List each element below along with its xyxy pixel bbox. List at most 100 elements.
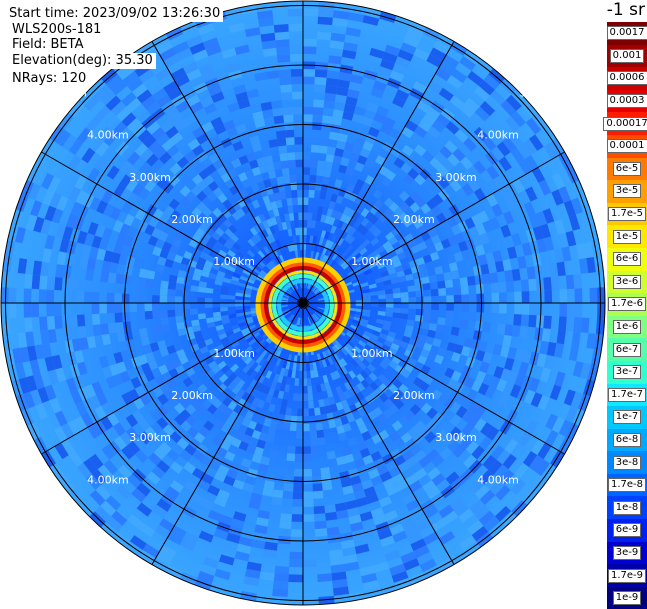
speckle-cell [454, 295, 462, 303]
range-label: 5.00km [45, 87, 87, 100]
instrument-text: WLS200s-181 [9, 22, 104, 38]
speckle-cell [317, 573, 332, 582]
speckle-cell [288, 160, 296, 168]
speckle-cell [303, 152, 311, 160]
speckle-cell [299, 363, 303, 371]
speckle-cell [424, 303, 432, 310]
speckle-cell [312, 115, 322, 123]
speckle-cell [303, 122, 312, 130]
speckle-cell [279, 153, 288, 161]
speckle-cell [303, 182, 309, 190]
speckle-cell [315, 528, 328, 536]
speckle-cell [322, 115, 333, 124]
speckle-cell [32, 275, 41, 290]
speckle-cell [416, 303, 424, 309]
speckle-cell [274, 573, 289, 582]
speckle-cell [272, 108, 283, 117]
speckle-cell [401, 308, 409, 314]
speckle-cell [529, 303, 537, 315]
colorbar-cell: 0.00017 [607, 112, 647, 135]
speckle-cell [317, 32, 332, 41]
speckle-cell [114, 303, 122, 313]
speckle-cell [54, 303, 62, 316]
speckle-cell [266, 70, 279, 79]
speckle-cell [519, 326, 528, 339]
speckle-cell [378, 303, 386, 307]
speckle-cell [47, 276, 56, 290]
colorbar-cell: 6e-5 [607, 158, 647, 181]
speckle-cell [287, 446, 295, 454]
speckle-cell [92, 303, 100, 314]
speckle-cell [291, 190, 297, 198]
speckle-cell [445, 318, 453, 327]
colorbar-cell: 3e-6 [607, 271, 647, 294]
speckle-cell [175, 303, 183, 310]
speckle-cell [275, 32, 290, 41]
speckle-cell [160, 317, 168, 325]
speckle-cell [544, 290, 552, 303]
speckle-cell [122, 294, 130, 303]
speckle-cell [303, 212, 308, 220]
speckle-cell [273, 115, 284, 124]
speckle-cell [386, 298, 394, 303]
speckle-cell [92, 314, 100, 325]
speckle-cell [279, 69, 292, 77]
speckle-cell [292, 514, 303, 522]
speckle-cell [321, 123, 331, 132]
speckle-cell [292, 507, 303, 515]
speckle-cell [476, 294, 484, 303]
speckle-cell [228, 303, 236, 307]
speckle-cell [313, 491, 324, 499]
speckle-cell [422, 316, 430, 323]
speckle-cell [316, 168, 324, 176]
speckle-cell [303, 167, 310, 175]
speckle-cell [303, 46, 316, 54]
speckle-cell [294, 213, 299, 221]
speckle-cell [115, 322, 124, 333]
speckle-cell [145, 278, 154, 287]
speckle-cell [303, 371, 307, 379]
speckle-cell [46, 290, 54, 303]
speckle-cell [139, 268, 148, 278]
speckle-cell [290, 54, 303, 62]
speckle-cell [461, 286, 469, 295]
speckle-cell [307, 378, 312, 386]
speckle-cell [512, 269, 521, 281]
speckle-cell [275, 39, 289, 48]
speckle-cell [197, 297, 205, 303]
speckle-cell [276, 130, 286, 139]
speckle-cell [24, 274, 33, 289]
speckle-cell [307, 386, 312, 394]
speckle-cell [281, 160, 289, 168]
start-time-text: Start time: 2023/09/02 13:26:30 [6, 6, 223, 22]
range-label: 3.00km [129, 431, 171, 444]
colorbar-label: 1.7e-7 [608, 388, 646, 402]
speckle-cell [446, 303, 454, 311]
speckle-cell [318, 16, 333, 25]
speckle-cell [317, 437, 325, 445]
speckle-cell [310, 438, 318, 446]
speckle-cell [451, 270, 460, 279]
speckle-cell [363, 299, 371, 303]
colorbar-label: 6e-9 [613, 523, 642, 537]
speckle-cell [311, 145, 320, 153]
speckle-cell [190, 285, 198, 292]
speckle-cell [327, 451, 336, 460]
speckle-cell [297, 416, 303, 424]
colorbar-cell: 3e-7 [607, 361, 647, 384]
speckle-cell [39, 275, 48, 289]
speckle-cell [286, 453, 295, 461]
colorbar-label: 6e-7 [613, 343, 642, 357]
range-label: 1.00km [213, 255, 255, 268]
colorbar-cell: 1e-9 [607, 587, 647, 609]
speckle-cell [303, 378, 307, 386]
speckle-cell [167, 296, 175, 303]
speckle-cell [475, 321, 484, 331]
speckle-cell [108, 272, 117, 283]
range-label: 5.00km [519, 515, 561, 528]
speckle-cell [175, 283, 183, 290]
speckle-cell [160, 295, 168, 303]
speckle-cell [290, 423, 297, 431]
colorbar-unit: -1 sr [607, 0, 645, 20]
speckle-cell [322, 482, 333, 491]
